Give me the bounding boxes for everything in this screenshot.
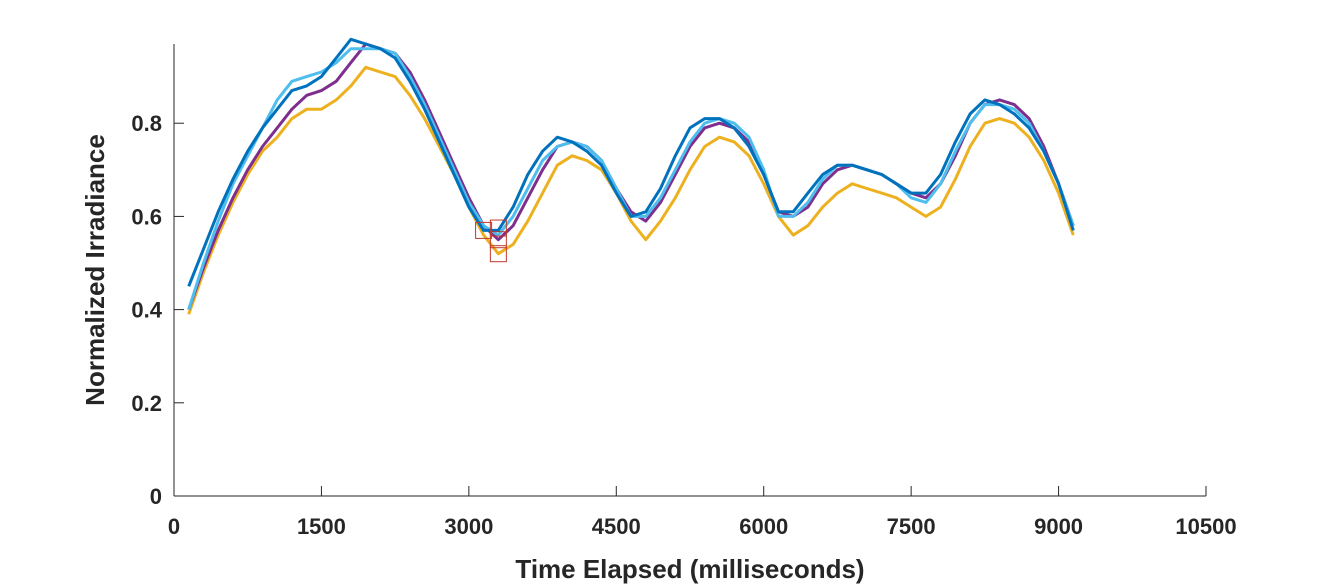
y-tick-label: 0.2: [131, 391, 162, 416]
y-ticks: 0 0.2 0.4 0.6 0.8: [131, 111, 184, 509]
y-tick-label: 0.6: [131, 204, 162, 229]
x-tick-label: 10500: [1175, 514, 1236, 539]
minimum-marker-3: [489, 231, 507, 249]
y-tick-label: 0.8: [131, 111, 162, 136]
x-tick-label: 1500: [297, 514, 346, 539]
x-ticks: 0 1500 3000 4500 6000 7500 9000 10500: [168, 486, 1237, 539]
x-tick-label: 6000: [739, 514, 788, 539]
series-line-4: [187, 37, 1075, 287]
y-axis-title: Normalized Irradiance: [80, 134, 110, 406]
minimum-marker-4: [489, 245, 507, 263]
y-tick-label: 0.4: [131, 298, 162, 323]
series-line-2: [187, 42, 1075, 311]
minimum-marker-2: [489, 219, 507, 237]
x-tick-label: 9000: [1034, 514, 1083, 539]
x-axis-title: Time Elapsed (milliseconds): [515, 554, 864, 584]
axes: [173, 44, 1206, 497]
x-tick-label: 4500: [592, 514, 641, 539]
minimum-marker-1: [475, 221, 493, 239]
x-tick-label: 3000: [444, 514, 493, 539]
series-line-3: [187, 47, 1075, 311]
x-tick-label: 0: [168, 514, 180, 539]
series-line-1: [187, 65, 1075, 315]
x-tick-label: 7500: [887, 514, 936, 539]
y-tick-label: 0: [150, 484, 162, 509]
plot-area: [187, 37, 1075, 315]
